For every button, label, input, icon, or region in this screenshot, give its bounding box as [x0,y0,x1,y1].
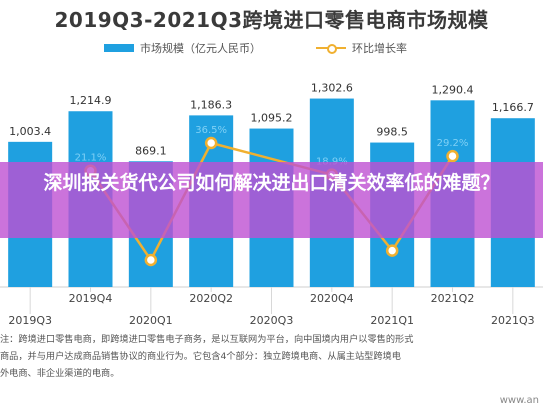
footnote-line: 注：跨境进口零售电商，即跨境进口零售电子商务，是以互联网为平台，向中国境内用户以… [0,334,414,345]
bar-value-label: 1,186.3 [190,98,232,111]
growth-rate-point [385,244,399,257]
x-tick-label: 2021Q1 [370,314,414,327]
legend-item-bar: 市场规模（亿元人民币） [104,40,261,56]
footnote: 注：跨境进口零售电商，即跨境进口零售电子商务，是以互联网为平台，向中国境内用户以… [0,331,543,382]
legend-label-bar: 市场规模（亿元人民币） [140,42,261,55]
bar-value-label: 1,095.2 [251,112,293,125]
x-tick-label: 2020Q1 [129,314,173,327]
legend-item-line: 环比增长率 [316,40,407,56]
bar-value-label: 1,214.9 [70,94,112,107]
footnote-line: 商品，并与用户达成商品销售协议的商业行为。它包含4个部分：独立跨境电商、从属主站… [0,351,401,362]
growth-rate-point [204,136,218,150]
x-tick-label: 2020Q4 [310,292,354,305]
x-tick-label: 2021Q3 [491,314,535,327]
growth-rate-point [144,253,158,267]
growth-rate-label: 21.1% [75,153,107,164]
legend-label-line: 环比增长率 [352,42,407,55]
x-tick-label: 2020Q2 [189,292,233,305]
legend-bar-swatch [104,44,134,52]
watermark: www.an [499,395,539,406]
x-tick-label: 2021Q2 [431,292,475,305]
bar-value-label: 1,302.6 [311,82,353,95]
legend-line-swatch [316,44,346,54]
x-tick-label: 2019Q4 [69,292,113,305]
footnote-line: 外电商、非企业渠道的电商。 [0,368,120,379]
bar-value-label: 998.5 [376,126,408,139]
overlay-text: 深圳报关货代公司如何解决进出口清关效率低的难题？ [43,172,500,194]
legend: 市场规模（亿元人民币） 环比增长率 [0,40,543,56]
growth-rate-label: 36.5% [195,125,227,136]
growth-rate-label: 29.2% [437,138,469,149]
bar-value-label: 1,290.4 [432,83,474,96]
bar-value-label: 1,003.4 [9,125,51,138]
growth-rate-point [446,149,459,163]
overlay-banner: 深圳报关货代公司如何解决进出口清关效率低的难题？ [0,162,543,238]
x-tick-label: 2020Q3 [250,314,294,327]
bar-value-label: 1,166.7 [492,101,534,114]
chart-title: 2019Q3-2021Q3跨境进口零售电商市场规模 [54,8,489,32]
x-tick-label: 2019Q3 [8,314,52,327]
bar-value-label: 869.1 [135,144,167,157]
